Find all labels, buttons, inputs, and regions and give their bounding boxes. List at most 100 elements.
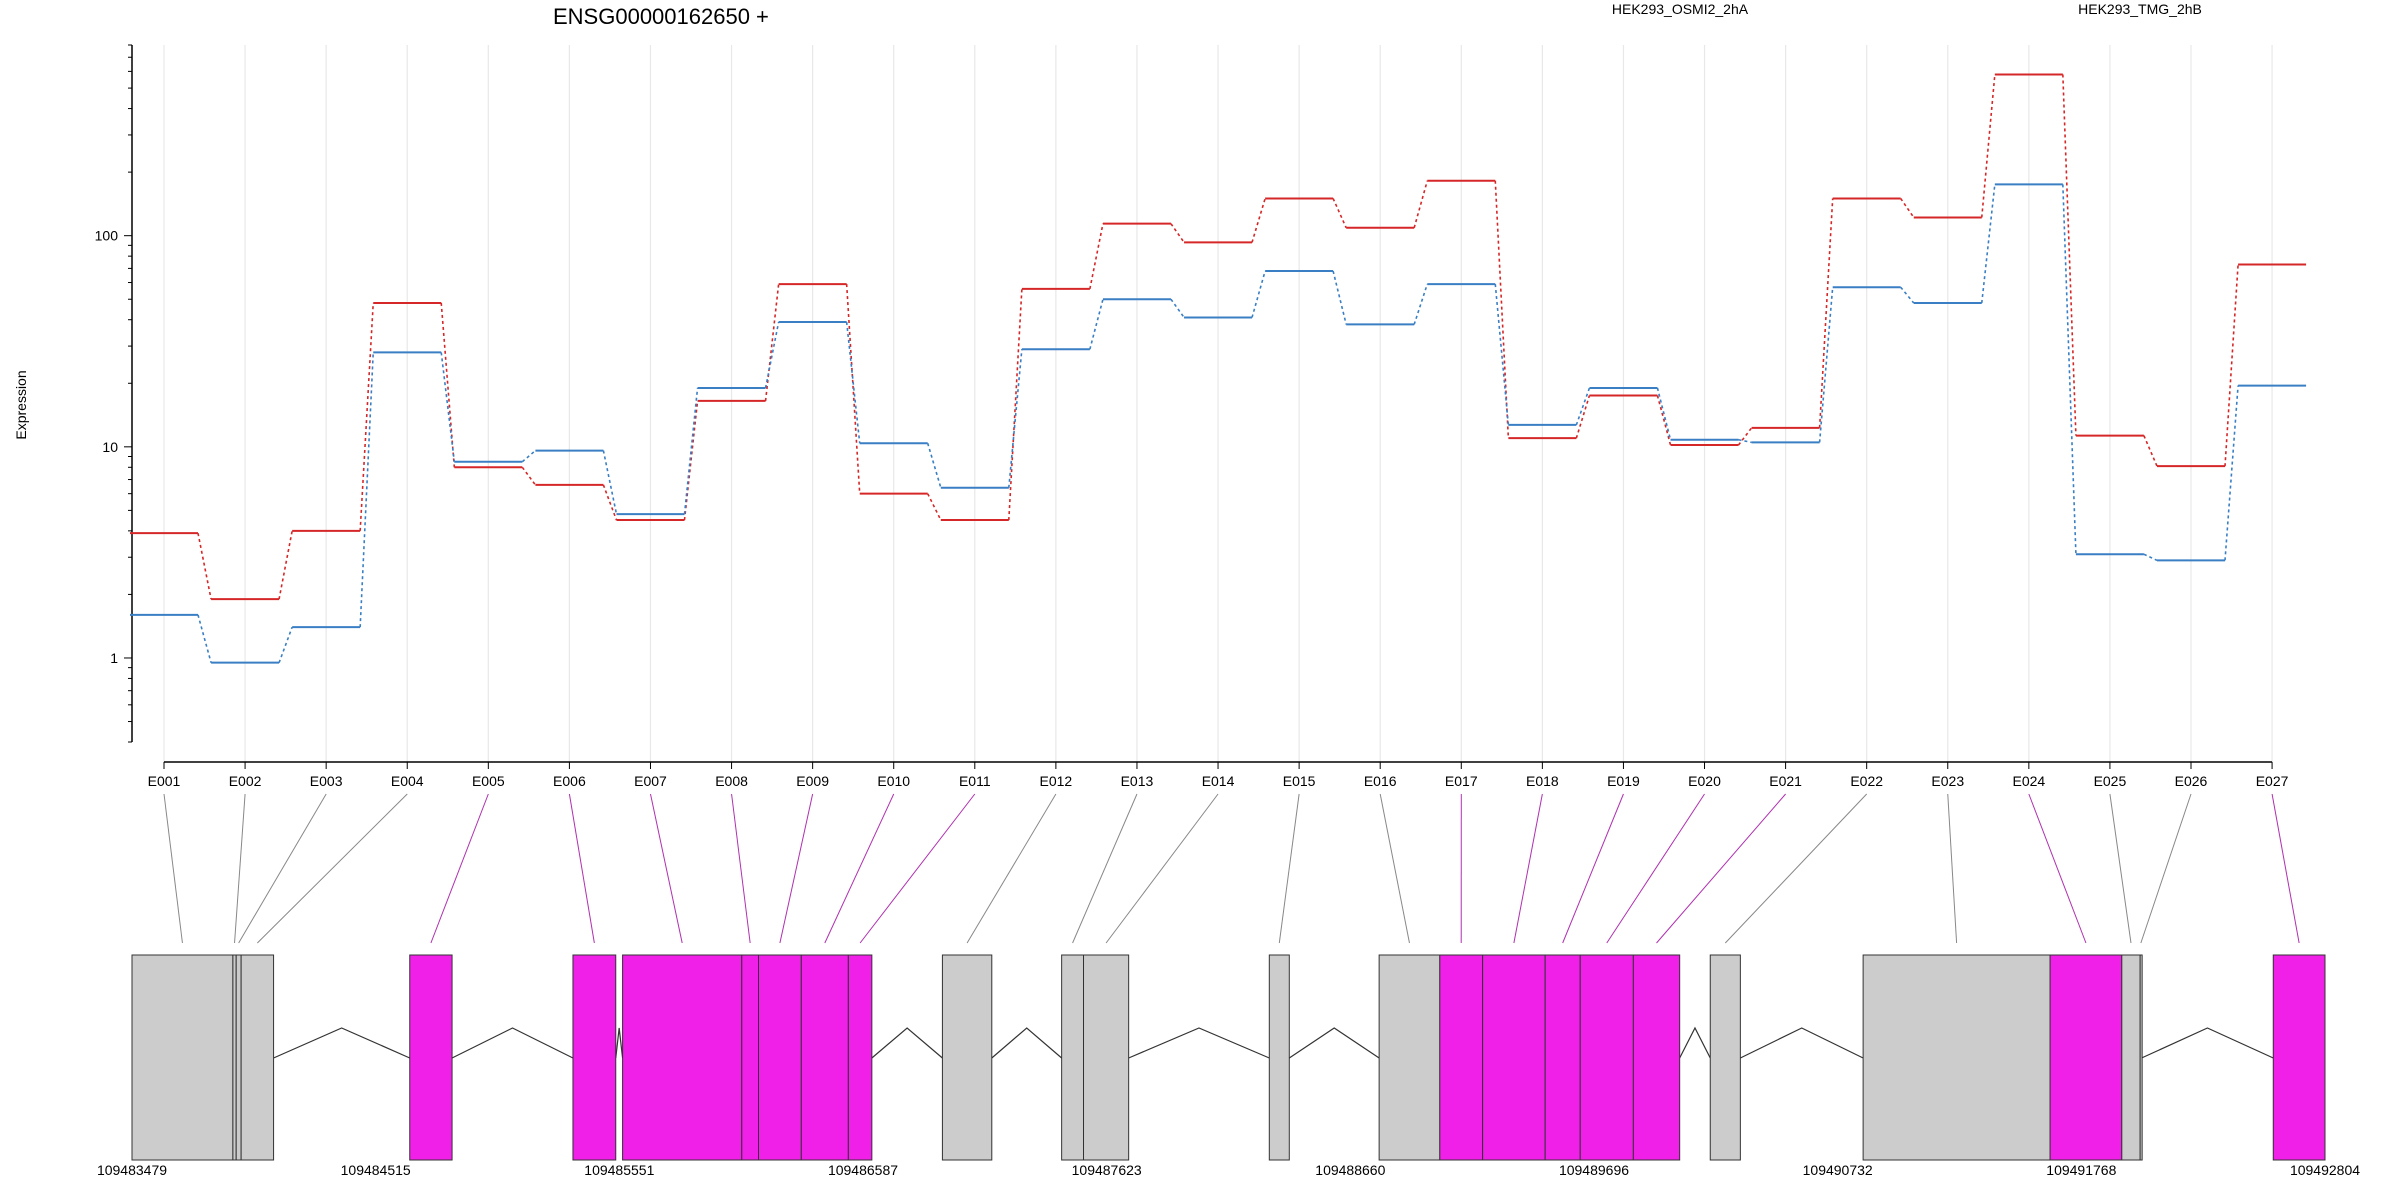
series-transition — [1494, 283, 1510, 425]
series-transition — [197, 533, 212, 600]
series-transition — [2224, 264, 2239, 467]
series-transition — [1818, 198, 1834, 428]
series-transition — [278, 530, 293, 600]
exon-connector-e006 — [568, 793, 595, 944]
series-transition — [2224, 385, 2239, 561]
series-transition — [845, 321, 861, 444]
legend: HEK293_OSMI2_2hA HEK293_TMG_2hB — [1612, 1, 2202, 17]
series-transition — [2143, 435, 2158, 467]
series-transition — [521, 449, 536, 463]
exon-box-e018 — [1482, 954, 1546, 1161]
x-tick-label-e015: E015 — [1283, 773, 1316, 789]
exon-box-e021 — [1632, 954, 1681, 1161]
exon-box-e012 — [941, 954, 993, 1161]
series-transition — [764, 283, 780, 401]
series-transition — [1089, 299, 1104, 350]
coordinate-label: 109491768 — [2046, 1162, 2116, 1178]
exon-box-e001 — [131, 954, 234, 1161]
series-transition — [359, 302, 375, 531]
x-tick-label-e027: E027 — [2256, 773, 2289, 789]
series-transition — [440, 352, 456, 462]
coordinate-label: 109489696 — [1559, 1162, 1629, 1178]
series-transition — [683, 387, 699, 515]
exon-connector-e023 — [1947, 793, 1958, 944]
exon-connector-e003 — [238, 793, 327, 944]
series-transition — [1980, 74, 1996, 218]
x-tick-label-e006: E006 — [553, 773, 586, 789]
y-tick-label: 1 — [110, 650, 118, 666]
exon-connector-e024 — [2028, 793, 2087, 944]
series-transition — [2143, 553, 2158, 562]
coordinate-label: 109490732 — [1803, 1162, 1873, 1178]
series-transition — [1737, 427, 1753, 446]
series-transition — [1251, 198, 1266, 243]
series-transition — [602, 484, 618, 521]
grid-layer — [163, 45, 2273, 762]
series-transition — [1980, 184, 1996, 304]
series-transition — [1818, 287, 1834, 443]
exon-connector-e005 — [430, 793, 489, 944]
x-tick-label-e008: E008 — [715, 773, 748, 789]
series-transition — [2062, 74, 2077, 436]
exon-box-e016 — [1378, 954, 1441, 1161]
intron-line — [615, 1027, 624, 1059]
coordinate-label: 109485551 — [584, 1162, 654, 1178]
series-transition — [197, 614, 212, 663]
series-transition — [1656, 387, 1672, 440]
exon-box-e025 — [2121, 954, 2141, 1161]
exon-connector-e018 — [1513, 793, 1543, 944]
series-layer — [130, 73, 2307, 664]
axes: 1 10 100 E001 E002 E003 E004 E005 E006 E007 E008 E0… — [95, 44, 2289, 789]
legend-entry-1: HEK293_OSMI2_2hA — [1612, 1, 1749, 17]
coordinate-label: 109483479 — [97, 1162, 167, 1178]
series-transition — [359, 352, 375, 628]
series-transition — [1575, 395, 1591, 439]
exon-connector-e026 — [2140, 793, 2192, 944]
exon-box-e006 — [572, 954, 617, 1161]
x-tick-label-e022: E022 — [1850, 773, 1883, 789]
intron-line — [451, 1027, 574, 1059]
x-tick-label-e019: E019 — [1607, 773, 1640, 789]
exon-box-e014 — [1083, 954, 1130, 1161]
exon-connector-e002 — [234, 793, 246, 944]
x-tick-label-e018: E018 — [1526, 773, 1559, 789]
x-tick-label-e023: E023 — [1931, 773, 1964, 789]
exon-connector-e027 — [2271, 793, 2300, 944]
series-transition — [1413, 180, 1429, 228]
series-transition — [1008, 288, 1023, 521]
exon-box-e011 — [847, 954, 873, 1161]
exon-box-e015 — [1268, 954, 1290, 1161]
exon-connector-e012 — [966, 793, 1057, 944]
x-tick-label-e021: E021 — [1769, 773, 1802, 789]
exon-box-e013 — [1061, 954, 1085, 1161]
x-tick-label-e012: E012 — [1040, 773, 1073, 789]
exon-box-e023 — [1862, 954, 2051, 1161]
exon-connector-e022 — [1724, 793, 1868, 944]
y-tick-label: 10 — [102, 439, 118, 455]
series-transition — [1413, 283, 1429, 325]
exon-box-e019 — [1544, 954, 1581, 1161]
series-transition — [1738, 438, 1752, 444]
series-transition — [1251, 270, 1266, 318]
exon-connector-e011 — [859, 793, 976, 944]
exon-connector-e014 — [1105, 793, 1219, 944]
exon-box-e009 — [758, 954, 802, 1161]
x-tick-label-e010: E010 — [877, 773, 910, 789]
coordinate-label: 109486587 — [828, 1162, 898, 1178]
series-transition — [1575, 387, 1591, 426]
intron-line — [1679, 1026, 1711, 1059]
x-tick-label-e011: E011 — [959, 773, 991, 789]
x-tick-label-e017: E017 — [1445, 773, 1478, 789]
intron-line — [273, 1027, 410, 1059]
y-tick-label: 100 — [95, 228, 119, 244]
exon-connector-e004 — [256, 793, 408, 944]
series-transition — [764, 321, 780, 389]
exon-box-e024 — [2049, 954, 2123, 1161]
exon-connector-e010 — [824, 793, 895, 944]
series-transition — [1332, 198, 1347, 229]
x-tick-label-e013: E013 — [1121, 773, 1154, 789]
series-2 — [130, 183, 2307, 664]
x-tick-label-e025: E025 — [2094, 773, 2127, 789]
x-tick-label-e001: E001 — [148, 773, 181, 789]
